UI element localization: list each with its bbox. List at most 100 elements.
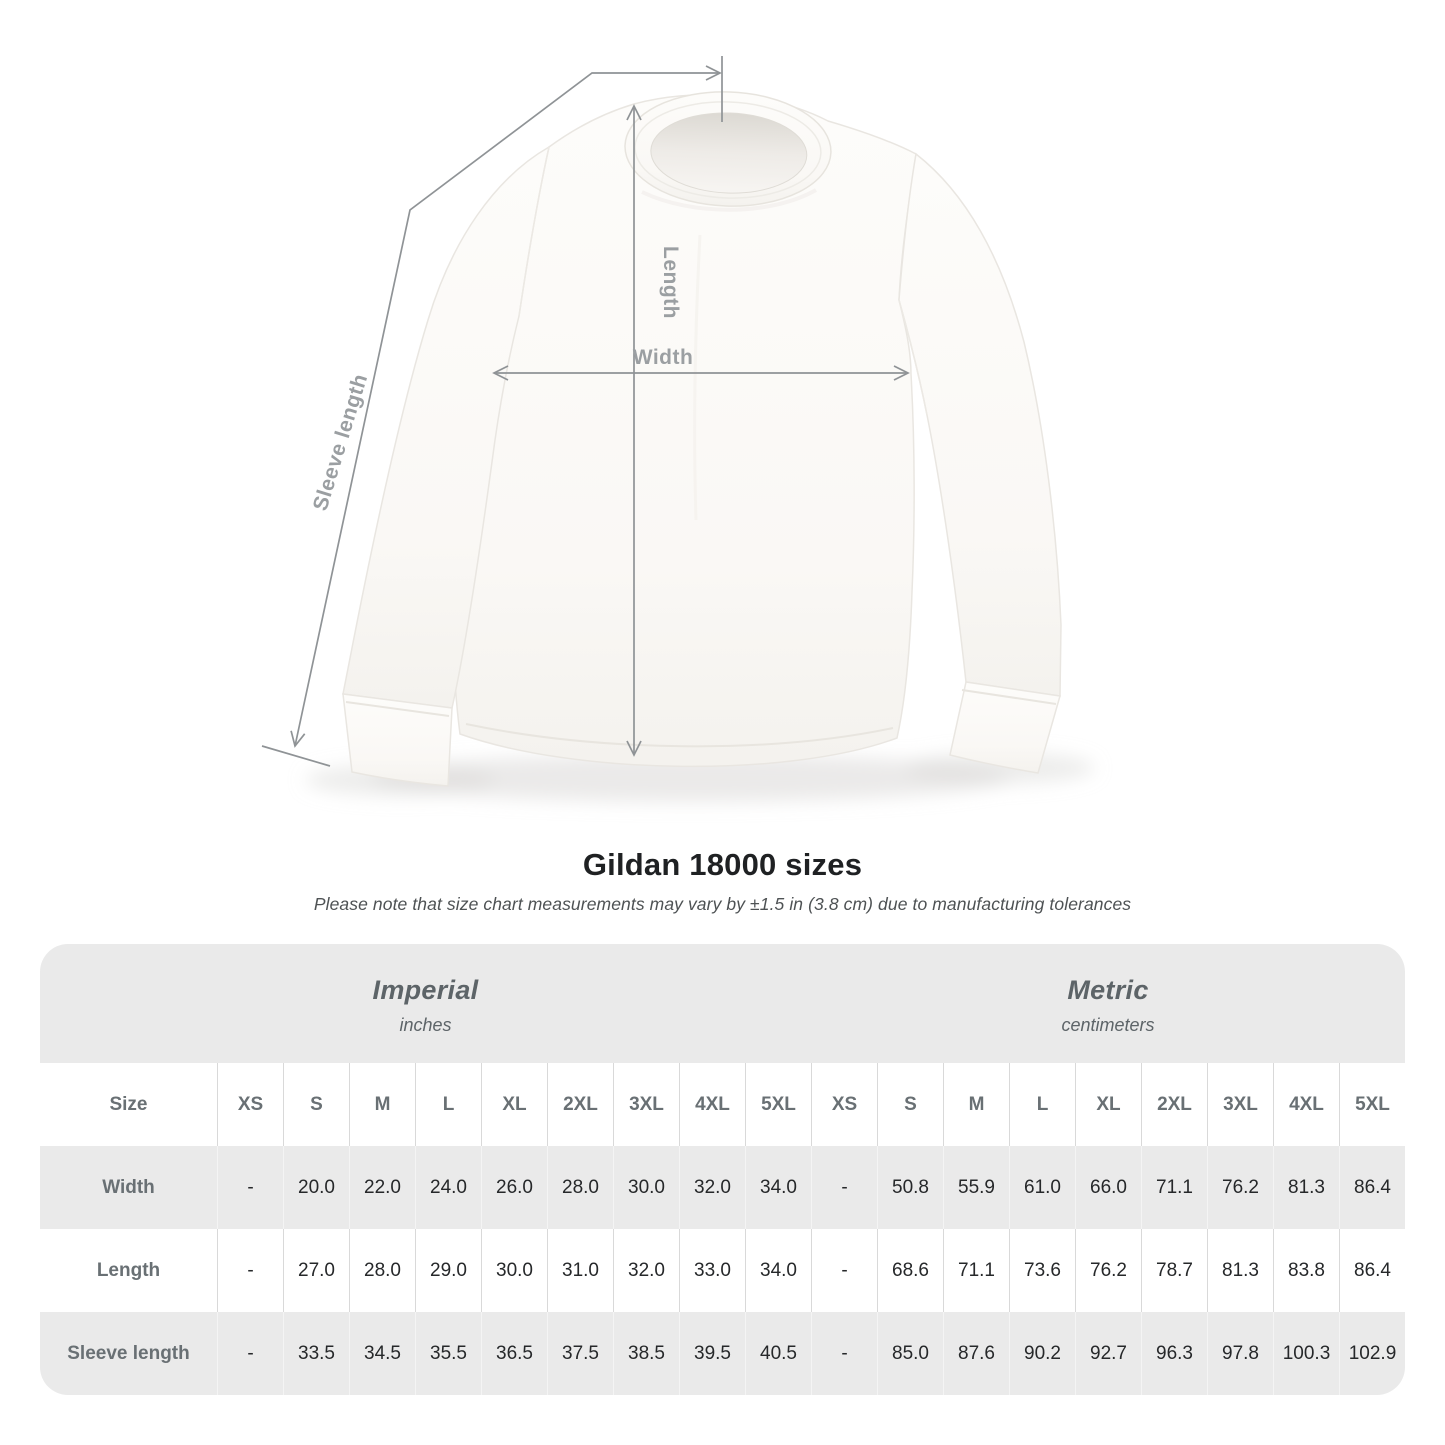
left-cuff-seam — [345, 701, 450, 717]
measurement-cell: 87.6 — [943, 1312, 1009, 1395]
measurement-cell: 32.0 — [613, 1229, 679, 1312]
measurement-cell: 28.0 — [349, 1229, 415, 1312]
measurement-cell: 102.9 — [1339, 1312, 1405, 1395]
right-cuff-seam — [961, 689, 1057, 705]
imperial-subtitle: inches — [399, 1015, 452, 1035]
measurement-cell: 73.6 — [1009, 1229, 1075, 1312]
measurement-cell: 66.0 — [1075, 1146, 1141, 1229]
size-header-metric: 3XL — [1207, 1063, 1273, 1146]
measurement-cell: 34.0 — [745, 1146, 811, 1229]
measurement-cell: 38.5 — [613, 1312, 679, 1395]
size-header-metric: S — [877, 1063, 943, 1146]
measurement-cell: 40.5 — [745, 1312, 811, 1395]
measurement-cell: 86.4 — [1339, 1146, 1405, 1229]
measurement-cell: 92.7 — [1075, 1312, 1141, 1395]
collar — [624, 91, 832, 207]
unit-group-band: Imperial inches Metric centimeters — [40, 944, 1405, 1063]
width-label: Width — [633, 346, 694, 369]
measurement-cell: 50.8 — [877, 1146, 943, 1229]
size-table: Imperial inches Metric centimeters Size X… — [40, 944, 1405, 1395]
measurement-cell: 24.0 — [415, 1146, 481, 1229]
measurement-cell: 26.0 — [481, 1146, 547, 1229]
dimension-annotations — [261, 56, 910, 767]
length-label: Length — [659, 246, 682, 319]
measurement-cell: 36.5 — [481, 1312, 547, 1395]
right-sleeve-seam — [898, 299, 928, 416]
measurement-cell: 90.2 — [1009, 1312, 1075, 1395]
collar-shadow — [641, 188, 817, 212]
measurement-cell: 34.0 — [745, 1229, 811, 1312]
size-column-header: Size — [40, 1063, 217, 1146]
body-fold — [693, 234, 702, 521]
length-dimension-line — [626, 104, 642, 757]
width-dimension-line — [492, 365, 910, 381]
measurement-cell: 71.1 — [1141, 1146, 1207, 1229]
left-cuff — [342, 693, 453, 787]
tolerance-note: Please note that size chart measurements… — [313, 894, 1132, 914]
measurement-cell: 97.8 — [1207, 1312, 1273, 1395]
imperial-title: Imperial — [372, 975, 479, 1005]
measurement-cell: 31.0 — [547, 1229, 613, 1312]
measurement-cell: 76.2 — [1075, 1229, 1141, 1312]
size-header-metric: 5XL — [1339, 1063, 1405, 1146]
measurement-cell: 86.4 — [1339, 1229, 1405, 1312]
measurement-cell: 100.3 — [1273, 1312, 1339, 1395]
measurement-cell: 22.0 — [349, 1146, 415, 1229]
measurement-cell: 68.6 — [877, 1229, 943, 1312]
measurement-cell: 71.1 — [943, 1229, 1009, 1312]
measurement-cell: 78.7 — [1141, 1229, 1207, 1312]
size-header-imperial: M — [349, 1063, 415, 1146]
measurement-cell: - — [811, 1146, 877, 1229]
measurement-cell: - — [217, 1312, 283, 1395]
measurement-cell: 37.5 — [547, 1312, 613, 1395]
measurement-cell: 33.0 — [679, 1229, 745, 1312]
measurement-cell: 39.5 — [679, 1312, 745, 1395]
size-header-imperial: XL — [481, 1063, 547, 1146]
size-header-metric: XS — [811, 1063, 877, 1146]
measurement-cell: - — [811, 1312, 877, 1395]
measurement-cell: 20.0 — [283, 1146, 349, 1229]
page-title: Gildan 18000 sizes — [582, 847, 863, 882]
size-header-metric: 2XL — [1141, 1063, 1207, 1146]
metric-group-header: Metric centimeters — [811, 944, 1405, 1063]
measurement-cell: 30.0 — [481, 1229, 547, 1312]
measurement-cell: 83.8 — [1273, 1229, 1339, 1312]
size-header-metric: 4XL — [1273, 1063, 1339, 1146]
size-header-metric: L — [1009, 1063, 1075, 1146]
size-header-metric: XL — [1075, 1063, 1141, 1146]
size-header-imperial: 4XL — [679, 1063, 745, 1146]
measurement-cell: 30.0 — [613, 1146, 679, 1229]
measurement-cell: - — [217, 1229, 283, 1312]
measurement-cell: 85.0 — [877, 1312, 943, 1395]
measurement-cell: 33.5 — [283, 1312, 349, 1395]
measurement-cell: 61.0 — [1009, 1146, 1075, 1229]
sleeve-length-label: Sleeve length — [309, 371, 372, 513]
imperial-group-header: Imperial inches — [40, 944, 811, 1063]
row-label: Width — [40, 1146, 217, 1229]
sweatshirt-size-diagram: Width Length Sleeve length — [261, 56, 1095, 802]
measurement-cell: 29.0 — [415, 1229, 481, 1312]
size-header-imperial: L — [415, 1063, 481, 1146]
row-label: Sleeve length — [40, 1312, 217, 1395]
measurement-cell: - — [217, 1146, 283, 1229]
size-header-imperial: XS — [217, 1063, 283, 1146]
size-grid: Size XS S M L XL 2XL 3XL 4XL 5XL XS S M L XL 2XL 3XL 4XL 5… — [40, 1063, 1405, 1395]
measurement-cell: 34.5 — [349, 1312, 415, 1395]
waistband-seam — [465, 723, 894, 748]
size-header-metric: M — [943, 1063, 1009, 1146]
measurement-cell: 96.3 — [1141, 1312, 1207, 1395]
right-sleeve — [898, 152, 1062, 697]
measurement-cell: 27.0 — [283, 1229, 349, 1312]
size-header-imperial: 3XL — [613, 1063, 679, 1146]
sleeve-dimension-line — [261, 56, 723, 767]
row-label: Length — [40, 1229, 217, 1312]
measurement-cell: 35.5 — [415, 1312, 481, 1395]
cuff-extension-tick — [261, 745, 331, 767]
right-cuff — [949, 681, 1061, 774]
measurement-cell: 32.0 — [679, 1146, 745, 1229]
metric-title: Metric — [1067, 975, 1149, 1005]
size-header-imperial: 2XL — [547, 1063, 613, 1146]
sweatshirt-illustration — [342, 91, 1062, 787]
measurement-cell: - — [811, 1229, 877, 1312]
measurement-cell: 81.3 — [1207, 1229, 1273, 1312]
